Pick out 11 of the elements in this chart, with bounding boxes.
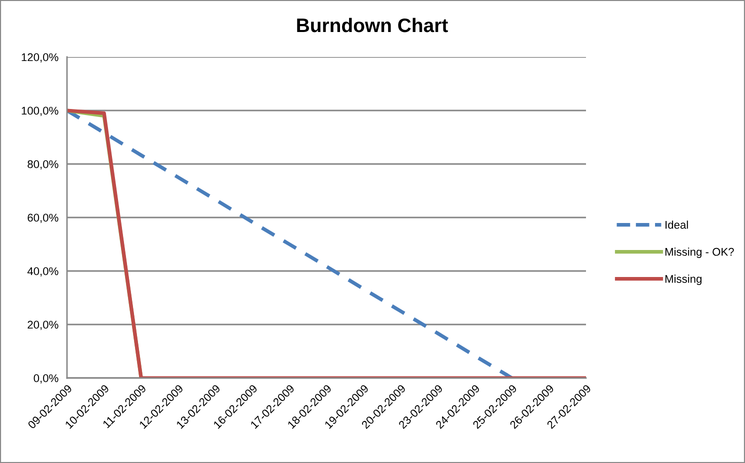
y-tick-label: 100,0% (22, 106, 58, 116)
y-tick-label: 120,0% (22, 53, 58, 62)
y-tick-label: 20,0% (28, 320, 58, 330)
legend-label: Ideal (666, 220, 688, 229)
legend-label: Missing (665, 274, 702, 286)
chart-title: Burndown Chart (297, 18, 448, 32)
y-tick-label: 80,0% (28, 160, 58, 170)
legend-label: Missing - OK? (665, 248, 734, 258)
y-tick-label: 0,0% (34, 374, 58, 384)
y-tick-label: 40,0% (27, 267, 58, 276)
y-tick-label: 60,0% (28, 214, 58, 223)
